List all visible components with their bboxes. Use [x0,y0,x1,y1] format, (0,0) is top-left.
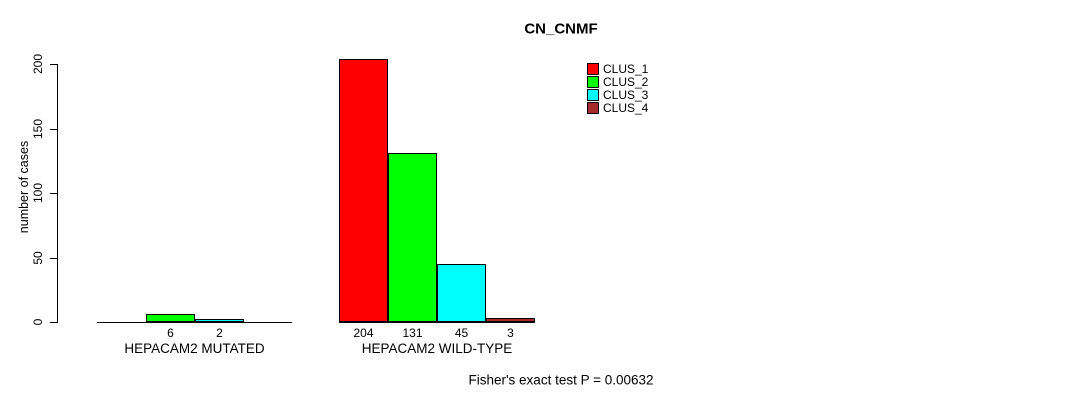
bar-value-label: 45 [454,326,469,340]
bar-value-label: 2 [216,326,223,340]
footnote: Fisher's exact test P = 0.00632 [468,372,654,388]
bar-clus_1 [339,59,388,322]
y-axis-label: number of cases [17,140,31,234]
bar-clus_3 [195,319,244,322]
legend-row-clus_1: CLUS_1 [587,63,648,75]
bar-clus_2 [146,314,195,322]
legend-row-clus_3: CLUS_3 [587,89,648,101]
legend-label: CLUS_1 [603,62,649,76]
legend-row-clus_2: CLUS_2 [587,76,648,88]
y-tick-mark [50,322,57,323]
legend-row-clus_4: CLUS_4 [587,102,648,114]
bar-value-label: 131 [402,326,423,340]
y-tick-label: 100 [31,182,45,204]
y-tick-label: 150 [31,118,45,140]
bar-clus_3 [437,264,486,322]
bar-value-label: 204 [353,326,374,340]
legend-label: CLUS_2 [603,75,649,89]
y-tick-label: 50 [31,251,45,265]
legend-swatch-clus_1 [587,63,599,75]
y-axis-line [57,64,58,323]
legend-label: CLUS_4 [603,101,649,115]
legend-swatch-clus_3 [587,89,599,101]
bar-value-label: 6 [167,326,174,340]
y-tick-label: 200 [31,53,45,75]
group-baseline [339,322,535,323]
y-tick-mark [50,64,57,65]
legend-swatch-clus_2 [587,76,599,88]
bar-clus_4 [486,318,535,322]
bar-clus_2 [388,153,437,322]
x-category-label: HEPACAM2 WILD-TYPE [361,341,513,356]
legend-swatch-clus_4 [587,102,599,114]
group-baseline [97,322,292,323]
y-tick-mark [50,258,57,259]
chart-title: CN_CNMF [524,20,598,38]
y-tick-label: 0 [31,318,45,326]
legend: CLUS_1 CLUS_2 CLUS_3 CLUS_4 [587,63,648,115]
legend-label: CLUS_3 [603,88,649,102]
bar-value-label: 3 [507,326,514,340]
y-tick-mark [50,193,57,194]
y-tick-mark [50,129,57,130]
x-category-label: HEPACAM2 MUTATED [124,341,265,356]
